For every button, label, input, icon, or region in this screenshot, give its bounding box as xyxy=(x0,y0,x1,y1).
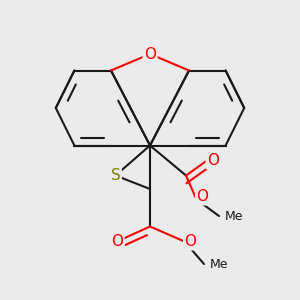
Text: O: O xyxy=(144,46,156,62)
Text: Me: Me xyxy=(225,209,244,223)
Text: O: O xyxy=(111,234,123,249)
Text: S: S xyxy=(111,168,120,183)
Text: O: O xyxy=(207,153,219,168)
Text: O: O xyxy=(196,189,208,204)
Text: O: O xyxy=(184,234,196,249)
Text: Me: Me xyxy=(210,257,229,271)
